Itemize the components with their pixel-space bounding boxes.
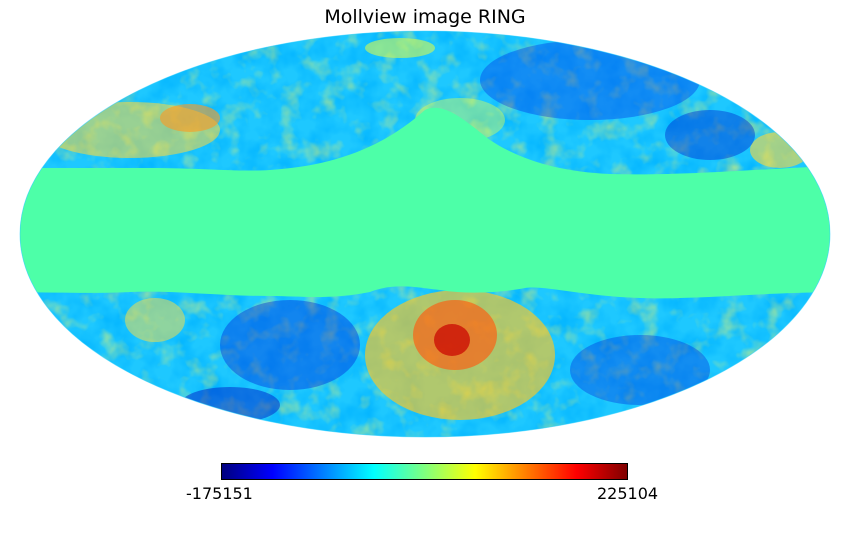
cold-region-southeast <box>570 335 710 405</box>
warm-spot-northwest <box>160 104 220 132</box>
map-boundary <box>19 30 831 438</box>
warm-region-northeast <box>750 132 810 168</box>
hot-spot-south <box>434 324 470 356</box>
cold-spot-south-rim <box>180 387 280 423</box>
colorbar-min-label: -175151 <box>186 484 253 503</box>
cold-region-northeast <box>480 40 700 120</box>
figure-title: Mollview image RING <box>324 6 526 28</box>
cold-spot-northeast <box>665 110 755 160</box>
cold-region-southwest <box>220 300 360 390</box>
warm-region-southwest <box>125 298 185 342</box>
colorbar-max-label: 225104 <box>597 484 659 503</box>
masked-galactic-band <box>20 107 830 299</box>
warm-region-north-top <box>365 38 435 58</box>
colorbar <box>221 463 628 480</box>
